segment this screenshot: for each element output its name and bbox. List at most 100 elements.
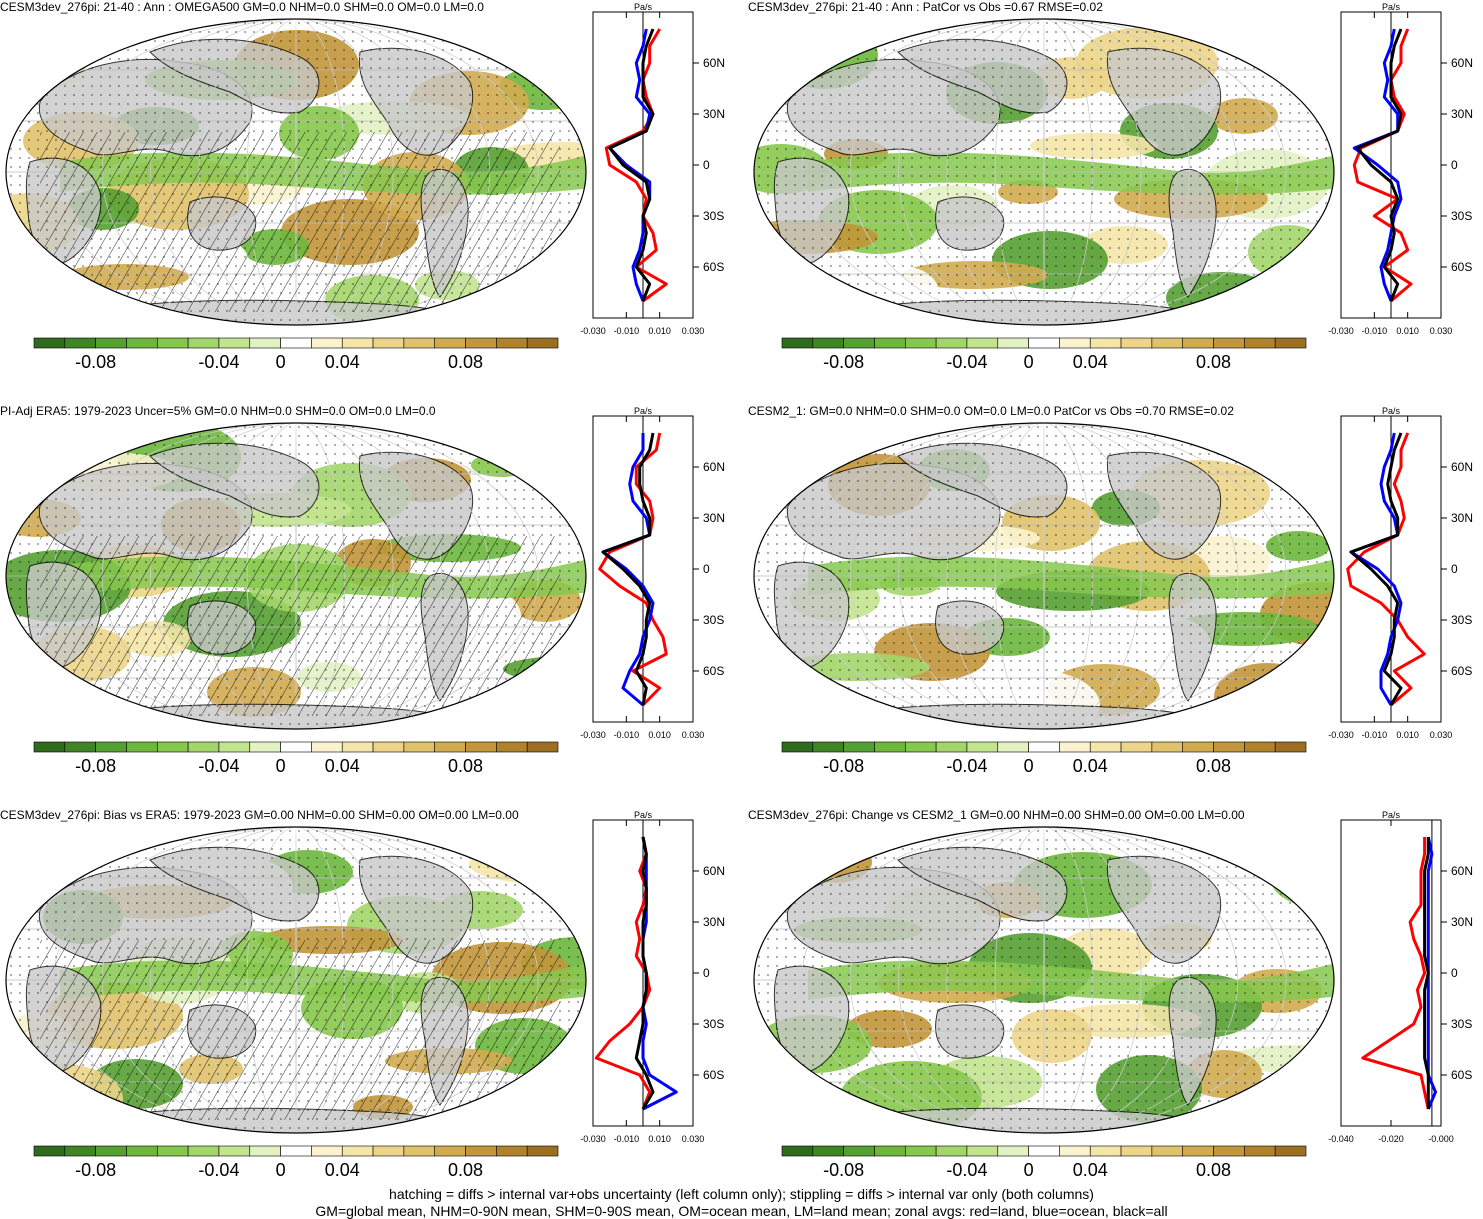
lat-label: 60N [703,460,725,474]
colorbar-swatch [1028,741,1060,753]
colorbar-swatch [187,337,220,349]
lat-label: 30S [1451,1017,1472,1031]
colorbar-swatch [1274,1145,1307,1157]
zonal-unit-label: Pa/s [634,810,653,820]
x-tick-label: 0.030 [682,730,705,740]
hatching [40,940,560,1120]
map-outline [753,826,1335,1134]
lat-label: 30N [1451,511,1473,525]
zonal-unit-label: Pa/s [1382,406,1401,416]
panel-title: CESM3dev_276pi: 21-40 : Ann : PatCor vs … [748,0,1103,14]
colorbar-label: 0 [1024,352,1034,372]
colorbar-swatch [1274,337,1307,349]
x-tick-label: -0.020 [1378,1134,1404,1144]
colorbar-label: 0.04 [325,756,360,776]
series-land [1361,837,1430,1110]
colorbar-swatch [341,1145,374,1157]
colorbar-swatch [935,1145,968,1157]
map-outline [5,18,587,326]
colorbar-swatch [95,741,127,753]
colorbar-swatch [496,1145,528,1157]
panel-title: CESM3dev_276pi: Bias vs ERA5: 1979-2023 … [0,808,519,822]
map-5 [5,826,587,1134]
colorbar-swatch [997,337,1029,349]
lat-label: 60N [703,864,725,878]
colorbar-swatch [874,337,906,349]
colorbar-label: -0.04 [946,1160,987,1180]
x-tick-label: 0.010 [648,1134,671,1144]
colorbar-swatch [403,337,436,349]
lat-label: 60S [703,260,724,274]
series-all [601,432,655,706]
colorbar-swatch [64,1145,96,1157]
colorbar-swatch [126,337,158,349]
lat-label: 60S [1451,1068,1472,1082]
colorbar-swatch [496,337,528,349]
panel-title: CESM3dev_276pi: Change vs CESM2_1 GM=0.0… [748,808,1245,822]
panel-4: CESM2_1: GM=0.0 NHM=0.0 SHM=0.0 OM=0.0 L… [748,404,1483,809]
zonal-unit-label: Pa/s [1382,2,1401,12]
colorbar-swatch [997,1145,1029,1157]
map-1 [5,18,587,326]
colorbar-swatch [311,741,343,753]
x-tick-label: -0.030 [580,1134,606,1144]
colorbar-label: 0 [1024,756,1034,776]
panel-title: PI-Adj ERA5: 1979-2023 Uncer=5% GM=0.0 N… [0,404,436,418]
colorbar-label: 0 [1024,1160,1034,1180]
colorbar-swatch [1059,741,1091,753]
colorbar-label: -0.08 [75,1160,116,1180]
zonal-plot-5: Pa/s 60N 30N 0 30S 60S -0.030 -0.010 0.010 0.030 [580,810,725,1144]
colorbar-label: 0.08 [1196,352,1231,372]
series-land [598,432,668,707]
colorbar-swatch [218,741,251,753]
lat-label: 0 [703,562,710,576]
colorbar-swatch [33,741,66,753]
colorbar-6: -0.08 -0.04 0 0.04 0.08 [781,1145,1307,1180]
zonal-plot-3: Pa/s 60N 30N 0 30S 60S -0.030 -0.010 0.010 0.030 [580,406,725,740]
colorbar-label: -0.08 [823,352,864,372]
colorbar-label: 0.08 [448,756,483,776]
x-tick-label: -0.040 [1328,1134,1354,1144]
colorbar-label: 0.04 [325,352,360,372]
colorbar-swatch [465,741,497,753]
colorbar-label: 0.08 [1196,1160,1231,1180]
colorbar-swatch [904,1145,937,1157]
colorbar-label: -0.08 [75,352,116,372]
lat-label: 0 [1451,966,1458,980]
colorbar-swatch [812,337,844,349]
hatching [40,132,560,312]
lat-label: 0 [703,966,710,980]
zonal-unit-label: Pa/s [634,2,653,12]
lat-label: 30N [1451,107,1473,121]
colorbar-swatch [434,741,466,753]
x-tick-label: -0.010 [1362,326,1388,336]
colorbar-swatch [64,337,96,349]
colorbar-swatch [187,1145,220,1157]
colorbar-swatch [1151,1145,1184,1157]
colorbar-swatch [403,741,436,753]
colorbar-label: 0.08 [448,352,483,372]
colorbar-swatch [1089,337,1122,349]
colorbar-swatch [1213,741,1245,753]
colorbar-swatch [465,337,497,349]
x-tick-label: -0.010 [614,730,640,740]
panel-6: CESM3dev_276pi: Change vs CESM2_1 GM=0.0… [748,808,1483,1213]
colorbar-swatch [126,741,158,753]
colorbar-3: -0.08 -0.04 0 0.04 0.08 [33,741,559,776]
x-tick-label: -0.010 [614,1134,640,1144]
panel-title: CESM2_1: GM=0.0 NHM=0.0 SHM=0.0 OM=0.0 L… [748,404,1234,418]
series-ocean [601,433,655,707]
colorbar-swatch [156,337,189,349]
colorbar-swatch [1089,1145,1122,1157]
series-ocean [1349,432,1403,706]
colorbar-swatch [372,337,405,349]
x-tick-label: 0.010 [648,326,671,336]
x-tick-label: -0.030 [580,730,606,740]
colorbar-swatch [843,337,875,349]
colorbar-swatch [1120,337,1153,349]
colorbar-label: 0.08 [1196,756,1231,776]
lat-label: 60S [1451,260,1472,274]
series-ocean [641,836,678,1111]
footer-note-2: GM=global mean, NHM=0-90N mean, SHM=0-90… [315,1203,1168,1219]
colorbar-swatch [280,337,312,349]
